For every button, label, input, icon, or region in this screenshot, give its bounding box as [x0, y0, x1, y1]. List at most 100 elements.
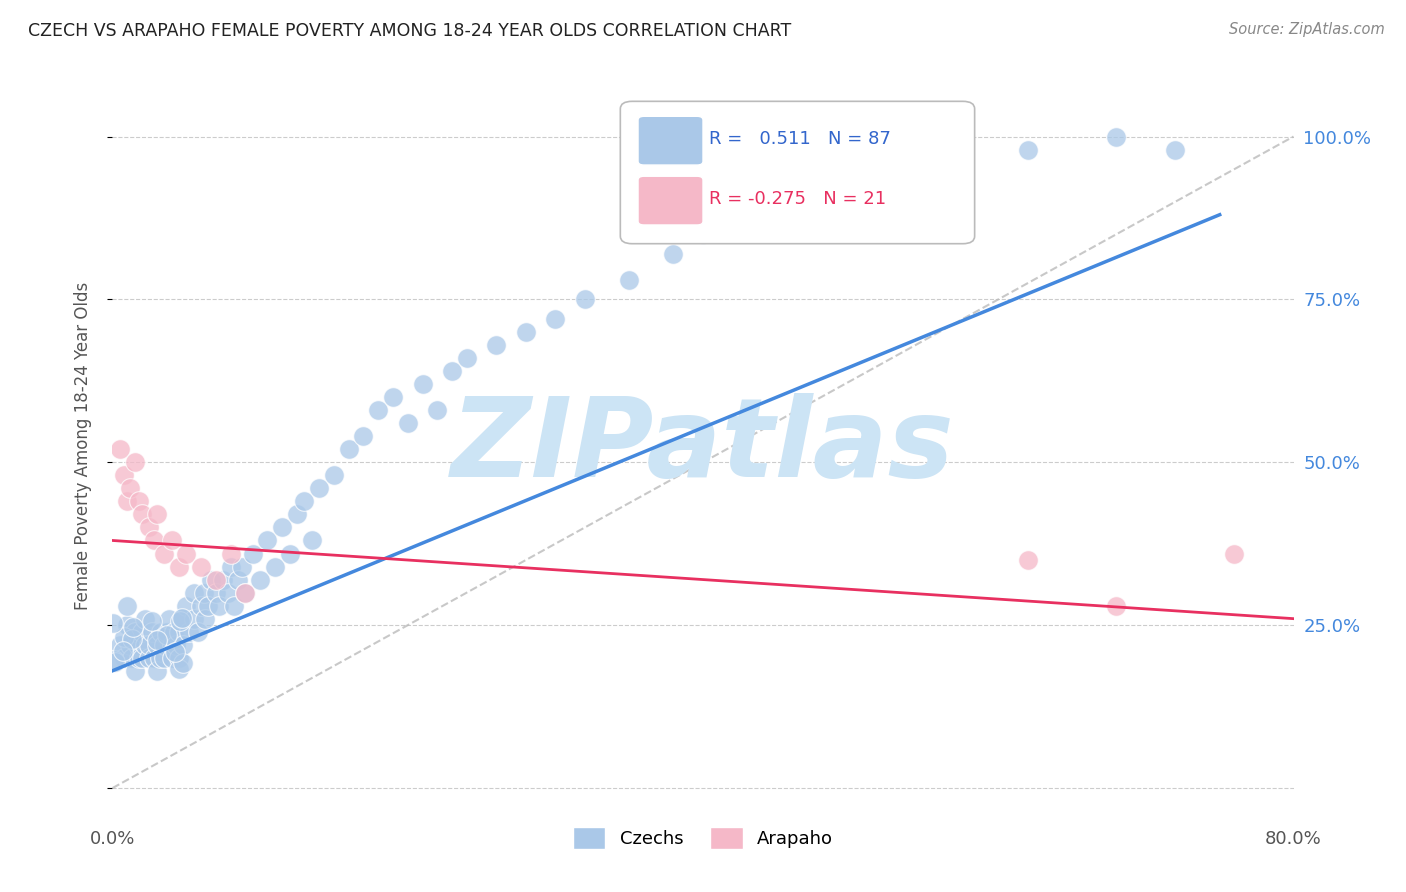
Point [163, 624, 186, 639]
Point [111, 643, 134, 657]
Point [441, 364, 464, 378]
Point [138, 520, 160, 534]
Point [121, 632, 143, 647]
FancyBboxPatch shape [638, 116, 703, 165]
Point [256, 533, 278, 548]
Point [120, 481, 142, 495]
Point [485, 338, 508, 352]
Point [165, 638, 187, 652]
Point [167, 624, 190, 639]
Point [1017, 553, 1039, 567]
Point [692, 227, 714, 242]
Point [187, 624, 209, 639]
Point [301, 533, 323, 548]
Point [205, 585, 228, 599]
Point [134, 612, 156, 626]
Point [193, 585, 215, 599]
Point [121, 650, 143, 665]
Point [308, 481, 330, 495]
Point [174, 547, 197, 561]
Point [352, 429, 374, 443]
FancyBboxPatch shape [638, 177, 703, 225]
Point [190, 599, 212, 613]
Point [1017, 143, 1039, 157]
Point [367, 403, 389, 417]
Point [396, 416, 419, 430]
Point [153, 547, 176, 561]
Point [662, 247, 685, 261]
Point [278, 547, 301, 561]
Point [172, 610, 194, 624]
Point [138, 650, 160, 665]
Point [160, 650, 183, 665]
Point [337, 442, 360, 457]
Point [382, 390, 405, 404]
Point [242, 547, 264, 561]
Point [183, 612, 205, 626]
Point [142, 533, 165, 548]
Point [222, 599, 245, 613]
Point [156, 628, 179, 642]
Point [456, 351, 478, 365]
Point [112, 630, 135, 644]
Point [292, 494, 315, 508]
Point [131, 508, 153, 522]
Point [131, 650, 153, 665]
Text: CZECH VS ARAPAHO FEMALE POVERTY AMONG 18-24 YEAR OLDS CORRELATION CHART: CZECH VS ARAPAHO FEMALE POVERTY AMONG 18… [28, 22, 792, 40]
Point [194, 612, 217, 626]
Point [165, 645, 187, 659]
Point [153, 638, 176, 652]
Point [117, 599, 138, 613]
Point [167, 559, 190, 574]
Point [212, 573, 235, 587]
FancyBboxPatch shape [620, 102, 974, 244]
Point [233, 585, 256, 599]
Point [157, 612, 180, 626]
Point [146, 633, 169, 648]
Point [574, 293, 596, 307]
Point [200, 573, 222, 587]
Point [146, 664, 169, 678]
Point [149, 650, 172, 665]
Point [544, 312, 567, 326]
Point [174, 599, 197, 613]
Point [219, 559, 242, 574]
Point [231, 559, 253, 574]
Point [515, 325, 537, 339]
Point [127, 638, 149, 652]
Point [183, 585, 205, 599]
Point [124, 624, 146, 639]
Point [153, 650, 176, 665]
Point [810, 181, 832, 195]
Point [124, 455, 146, 469]
Point [167, 662, 190, 676]
Point [190, 559, 212, 574]
Point [128, 494, 150, 508]
Point [104, 655, 127, 669]
Text: R = -0.275   N = 21: R = -0.275 N = 21 [709, 190, 886, 208]
Point [721, 208, 744, 222]
Point [1164, 143, 1187, 157]
Point [122, 620, 145, 634]
Point [108, 442, 131, 457]
Point [134, 638, 156, 652]
Point [117, 618, 138, 632]
Point [1223, 547, 1246, 561]
Point [264, 559, 287, 574]
Text: ZIPatlas: ZIPatlas [451, 392, 955, 500]
Point [117, 494, 138, 508]
Point [124, 664, 146, 678]
Point [131, 624, 153, 639]
Point [411, 377, 433, 392]
Point [150, 624, 173, 639]
Point [101, 615, 124, 630]
Point [219, 547, 242, 561]
Point [285, 508, 308, 522]
Point [226, 573, 249, 587]
Point [233, 585, 256, 599]
Text: Source: ZipAtlas.com: Source: ZipAtlas.com [1229, 22, 1385, 37]
Point [156, 624, 179, 639]
Text: R =   0.511   N = 87: R = 0.511 N = 87 [709, 130, 891, 148]
Point [323, 468, 346, 483]
Point [766, 194, 789, 209]
